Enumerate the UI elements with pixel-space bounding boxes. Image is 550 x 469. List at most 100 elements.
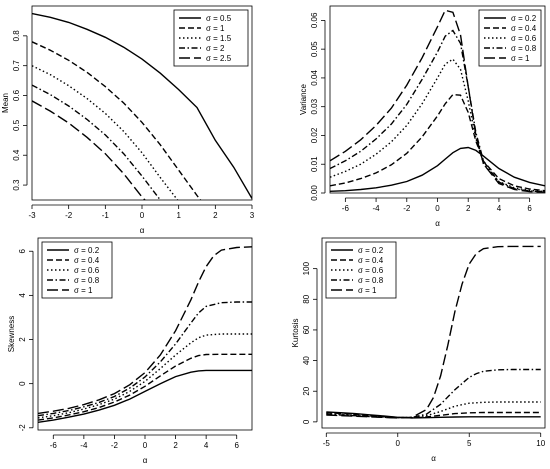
chart-panel-3: -6 -4 -2 0 2 4 6 α -2 0 2 4 6 Skewness σ = 0.2σ = 0.4σ…	[7, 237, 253, 465]
y-tick-label: 2	[18, 337, 27, 342]
y-tick-label: 0.3	[12, 179, 21, 191]
legend-label: σ = 0.8	[358, 276, 384, 285]
x-tick-label: 6	[234, 441, 239, 450]
legend-box	[41, 241, 113, 299]
x-tick-label: 2	[173, 441, 178, 450]
series-line	[330, 9, 545, 193]
legend-label: σ = 0.6	[358, 266, 384, 275]
y-tick-label: 0.06	[310, 12, 319, 28]
legend-label: σ = 1.5	[206, 34, 232, 43]
legend-label: σ = 0.6	[511, 34, 537, 43]
series-line	[330, 146, 545, 192]
y-axis-label: Skewness	[7, 316, 16, 352]
series-line	[38, 369, 252, 423]
legend-label: σ = 0.2	[511, 14, 537, 23]
series-line	[32, 65, 179, 200]
x-tick-label: 6	[527, 204, 532, 213]
x-tick-label: 0	[435, 204, 440, 213]
y-tick-label: 60	[302, 325, 311, 334]
series-line	[38, 246, 252, 415]
legend-label: σ = 1	[358, 286, 377, 295]
legend-label: σ = 0.4	[74, 256, 100, 265]
x-tick-label: -6	[342, 204, 350, 213]
y-axis-label: Variance	[299, 83, 308, 115]
y-tick-label: 0.5	[12, 119, 21, 131]
series-line	[32, 100, 146, 200]
y-tick-label: 40	[302, 356, 311, 365]
y-tick-label: 6	[18, 248, 27, 253]
x-axis-label: α	[431, 454, 436, 463]
series-line	[32, 12, 252, 199]
legend: σ = 0.2σ = 0.4σ = 0.6σ = 0.8σ = 1	[478, 9, 542, 67]
y-tick-label: 0.02	[310, 127, 319, 143]
y-tick-label: 100	[302, 261, 311, 275]
series-group	[330, 9, 545, 193]
legend-label: σ = 0.2	[358, 246, 384, 255]
x-tick-label: -4	[80, 441, 88, 450]
legend-label: σ = 0.4	[358, 256, 384, 265]
x-tick-label: -6	[50, 441, 58, 450]
y-tick-label: 20	[302, 386, 311, 395]
series-line	[38, 301, 252, 417]
y-tick-label: 0.00	[310, 185, 319, 201]
legend-label: σ = 2.5	[206, 54, 232, 63]
series-line	[326, 401, 541, 419]
legend: σ = 0.5σ = 1σ = 1.5σ = 2σ = 2.5	[173, 9, 249, 67]
series-line	[330, 58, 545, 193]
x-tick-label: 0	[140, 211, 145, 220]
y-tick-label: 0.03	[310, 98, 319, 114]
legend-label: σ = 2	[206, 44, 225, 53]
x-tick-label: 5	[467, 439, 472, 448]
x-tick-label: -4	[373, 204, 381, 213]
x-axis-label: α	[140, 226, 145, 235]
x-tick-label: 2	[466, 204, 471, 213]
y-axis-label: Kurtosis	[291, 319, 300, 348]
x-tick-label: 4	[497, 204, 502, 213]
y-tick-label: 4	[18, 293, 27, 298]
series-line	[38, 333, 252, 419]
x-tick-label: -5	[323, 439, 331, 448]
x-tick-label: 10	[536, 439, 545, 448]
legend-box	[173, 9, 249, 67]
y-tick-label: 0.04	[310, 70, 319, 86]
y-tick-label: 80	[302, 294, 311, 303]
y-tick-label: -2	[18, 424, 27, 432]
x-tick-label: -2	[65, 211, 73, 220]
series-group	[32, 12, 252, 200]
x-tick-label: 4	[204, 441, 209, 450]
y-tick-label: 0.01	[310, 156, 319, 172]
x-tick-label: -2	[111, 441, 119, 450]
y-tick-label: 0.05	[310, 41, 319, 57]
legend-label: σ = 0.4	[511, 24, 537, 33]
x-axis-label: α	[435, 219, 440, 228]
x-tick-label: 0	[143, 441, 148, 450]
legend-label: σ = 0.6	[74, 266, 100, 275]
legend-label: σ = 0.8	[511, 44, 537, 53]
legend: σ = 0.2σ = 0.4σ = 0.6σ = 0.8σ = 1	[325, 241, 397, 299]
y-tick-label: 0.8	[12, 30, 21, 42]
plot-frame	[31, 5, 253, 201]
series-line	[32, 84, 162, 200]
legend-label: σ = 1	[74, 286, 93, 295]
plot-frame	[329, 5, 546, 194]
series-line	[330, 29, 545, 193]
x-tick-label: 3	[250, 211, 255, 220]
x-tick-label: -1	[102, 211, 110, 220]
series-line	[330, 93, 545, 192]
y-axis-label: Mean	[1, 93, 10, 113]
x-tick-label: 0	[396, 439, 401, 448]
x-tick-label: 2	[213, 211, 218, 220]
chart-panel-1: -3 -2 -1 0 1 2 3 α 0.3 0.4 0.5 0.6 0.7 0.8 Mean σ = 0.5…	[1, 5, 255, 235]
series-line	[326, 368, 541, 419]
series-line	[326, 411, 541, 419]
y-tick-label: 0.4	[12, 149, 21, 161]
legend: σ = 0.2σ = 0.4σ = 0.6σ = 0.8σ = 1	[41, 241, 113, 299]
x-tick-label: -2	[403, 204, 411, 213]
series-group	[326, 245, 541, 419]
series-line	[32, 41, 202, 200]
x-axis-label: α	[143, 456, 148, 465]
legend-label: σ = 0.5	[206, 14, 232, 23]
y-tick-label: 0	[18, 381, 27, 386]
